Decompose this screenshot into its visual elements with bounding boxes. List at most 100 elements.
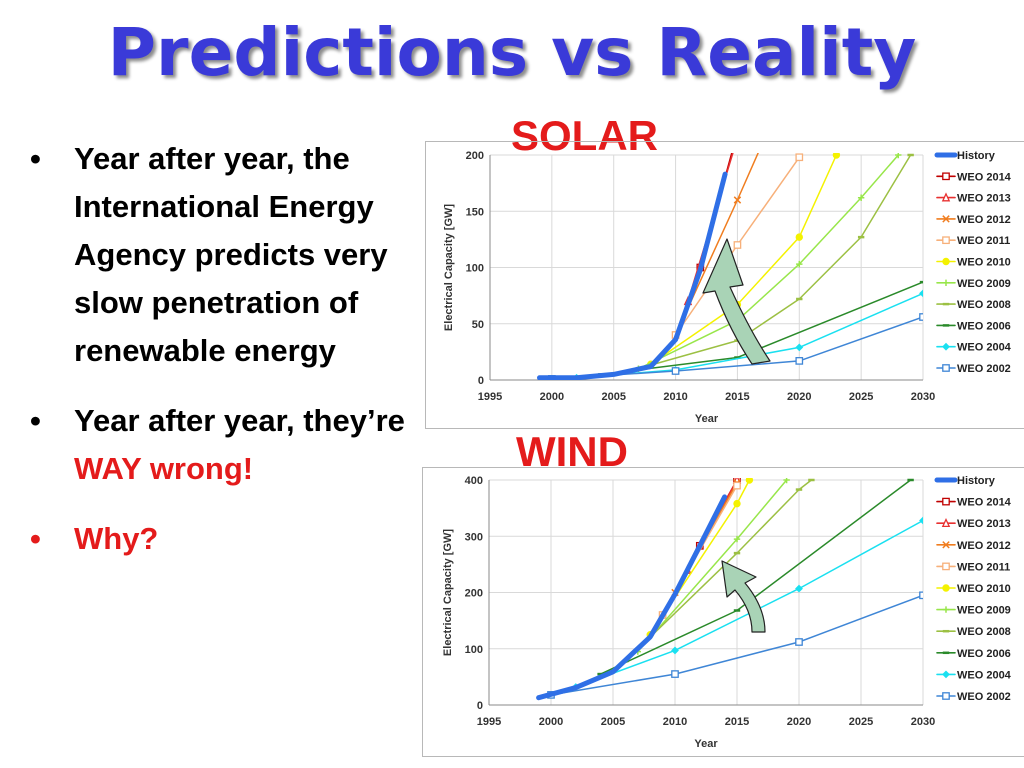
bullet-item: • Why? (30, 515, 430, 563)
data-point (783, 478, 790, 484)
data-point (671, 367, 680, 375)
series-line (536, 494, 728, 701)
series-line (550, 594, 923, 696)
data-point (942, 279, 950, 286)
data-point (795, 638, 803, 646)
x-tick-label: 2025 (849, 716, 873, 728)
data-point (942, 236, 950, 245)
legend-label: WEO 2013 (957, 518, 1011, 530)
legend-label: WEO 2006 (957, 648, 1011, 660)
data-point (857, 194, 865, 201)
legend-entry: WEO 2012 (936, 214, 1011, 226)
bullet-emphasis: Why? (74, 521, 159, 556)
legend-entry: History (934, 475, 996, 487)
data-point (942, 692, 950, 700)
series-line (624, 479, 813, 662)
bullet-list: • Year after year, the International Ene… (30, 135, 430, 585)
data-point (942, 497, 950, 506)
data-point (942, 541, 950, 549)
solar-chart: 1995 2000 2005 2010 2015 2020 2025 2030 0 50 100 15… (425, 141, 1024, 429)
legend-entry: WEO 2010 (936, 257, 1011, 269)
data-point (919, 516, 923, 525)
y-tick-label: 0 (477, 700, 483, 712)
legend-label: WEO 2014 (957, 497, 1012, 509)
legend-label: WEO 2011 (957, 561, 1010, 573)
legend-entry: WEO 2013 (936, 192, 1011, 205)
upward-arrow-annotation (702, 238, 771, 365)
legend-entry: WEO 2004 (936, 342, 1012, 354)
legend-label: WEO 2011 (957, 235, 1010, 247)
legend-label: WEO 2010 (957, 583, 1011, 595)
upward-arrow-annotation (721, 560, 766, 633)
legend-label: WEO 2006 (957, 320, 1011, 332)
x-tick-label: 2000 (539, 716, 563, 728)
data-point (733, 499, 741, 508)
data-point (941, 192, 951, 202)
data-point (795, 233, 803, 241)
x-tick-label: 2020 (787, 391, 811, 403)
legend-label: History (957, 475, 996, 487)
legend-label: WEO 2010 (957, 257, 1011, 269)
legend-entry: History (934, 150, 996, 162)
y-tick-label: 150 (466, 206, 484, 218)
legend-entry: WEO 2004 (936, 669, 1012, 681)
bullet-dot: • (30, 521, 41, 556)
data-point (795, 343, 804, 352)
bullet-dot: • (30, 403, 41, 438)
legend-label: WEO 2002 (957, 691, 1011, 703)
x-tick-label: 1995 (478, 391, 502, 403)
series-line (575, 519, 923, 688)
data-point (795, 357, 804, 365)
bullet-item: • Year after year, they’re WAY wrong! (30, 397, 430, 493)
legend-entry: WEO 2013 (936, 517, 1011, 530)
legend-entry: WEO 2011 (936, 235, 1010, 247)
x-tick-label: 2010 (663, 391, 687, 403)
x-tick-label: 2015 (725, 716, 749, 728)
y-tick-label: 50 (472, 319, 484, 331)
series-line (625, 154, 912, 373)
y-tick-label: 100 (465, 644, 483, 656)
x-tick-label: 2010 (663, 716, 687, 728)
x-tick-label: 2030 (911, 391, 935, 403)
bullet-dot: • (30, 141, 41, 176)
data-point (795, 584, 803, 593)
legend-entry: WEO 2014 (936, 171, 1012, 183)
data-point (796, 260, 803, 268)
data-point (671, 646, 679, 655)
legend-label: WEO 2013 (957, 193, 1011, 205)
legend-entry: WEO 2006 (936, 648, 1011, 660)
legend-entry: WEO 2002 (936, 363, 1011, 375)
legend-label: WEO 2004 (957, 669, 1012, 681)
chart-frame (422, 467, 1024, 757)
bullet-text: Year after year, the International Energ… (74, 141, 388, 368)
data-point (942, 364, 950, 372)
data-point (733, 241, 742, 249)
bullet-text: Year after year, they’re (74, 403, 405, 438)
y-tick-label: 200 (466, 150, 484, 162)
y-tick-label: 300 (465, 531, 483, 543)
legend-entry: WEO 2010 (936, 583, 1011, 595)
legend-label: WEO 2012 (957, 540, 1011, 552)
data-point (733, 535, 741, 543)
data-point (941, 517, 951, 528)
chart-frame (425, 141, 1024, 429)
data-point (832, 153, 841, 159)
plot-area (536, 478, 923, 701)
legend-label: History (957, 150, 996, 162)
legend-label: WEO 2004 (957, 342, 1012, 354)
data-point (919, 313, 923, 321)
series-line (650, 154, 838, 366)
y-axis-title: Electrical Capacity [GW] (442, 529, 454, 656)
legend-entry: WEO 2011 (936, 561, 1010, 573)
data-point (745, 478, 754, 484)
series-line (537, 171, 728, 380)
legend-entry: WEO 2002 (936, 691, 1011, 703)
legend-entry: WEO 2012 (936, 540, 1011, 552)
plot-area (537, 153, 923, 380)
legend-label: WEO 2002 (957, 363, 1011, 375)
x-tick-label: 2005 (601, 716, 625, 728)
data-point (942, 606, 950, 613)
wind-chart: 1995 2000 2005 2010 2015 2020 2025 2030 0 100 200 3… (422, 467, 1024, 757)
y-tick-label: 400 (465, 475, 483, 487)
data-point (942, 584, 950, 592)
